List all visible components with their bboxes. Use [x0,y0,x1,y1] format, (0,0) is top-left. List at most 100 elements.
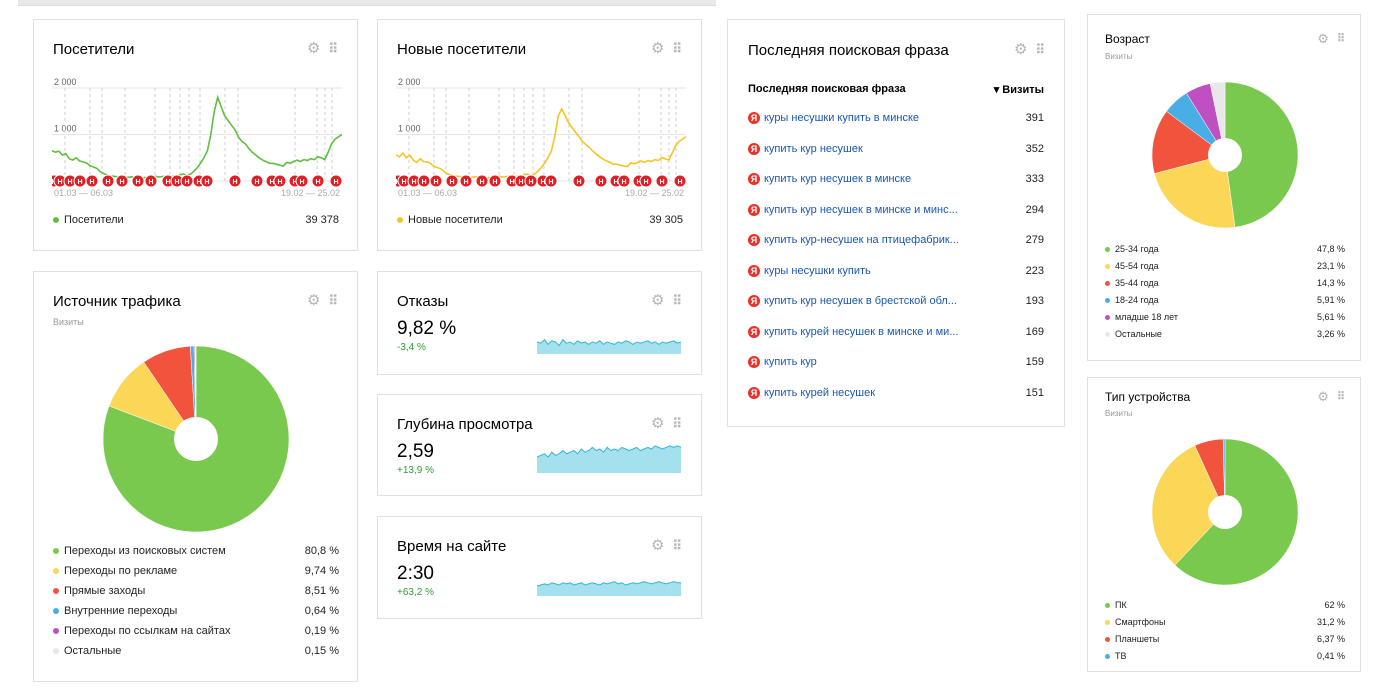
search-phrase-link[interactable]: купить кур [764,356,817,368]
metric-delta: +13,9 % [397,465,434,476]
event-marker: Н [655,174,669,188]
legend-item[interactable]: Планшеты 6,37 % [1105,632,1345,649]
legend-dot [53,608,59,614]
drag-handle-icon[interactable]: ⠿ [672,538,681,553]
sparkline-area [537,339,681,354]
settings-gear-icon[interactable]: ⚙ [1014,41,1028,58]
widget-subtitle: Визиты [1105,52,1133,61]
metric-delta: +63,2 % [397,587,434,598]
event-marker-label: Н [613,179,618,186]
legend-item[interactable]: Прямые заходы 8,51 % [53,582,339,602]
x-tick-label: 19.02 — 25.02 [625,188,684,198]
widget-title: Тип устройства [1105,390,1191,404]
search-phrase-link[interactable]: купить кур-несушек на птицефабрик... [764,234,959,246]
event-marker: Н [228,174,242,188]
legend-value: 39 378 [305,214,339,226]
legend-item[interactable]: Переходы по ссылкам на сайтах 0,19 % [53,622,339,642]
legend-label: 18-24 года [1115,295,1159,305]
legend-item[interactable]: 45-54 года 23,1 % [1105,259,1345,276]
drag-handle-icon[interactable]: ⠿ [1035,42,1044,57]
legend-dot [1105,264,1110,269]
legend-dot [53,648,59,654]
event-marker-label: Н [333,179,338,186]
search-phrase-link[interactable]: купить кур несушек в минске [764,173,912,185]
legend-item[interactable]: ПК 62 % [1105,598,1345,615]
drag-handle-icon[interactable]: ⠿ [328,293,337,308]
legend-value: 9,74 % [304,565,339,577]
widget-title: Последняя поисковая фраза [748,42,949,59]
search-phrase-link[interactable]: куры несушки купить [764,264,871,277]
drag-handle-icon[interactable]: ⠿ [1336,391,1345,403]
legend-value: 14,3 % [1316,278,1345,288]
search-phrase-link[interactable]: куры несушки купить в минске [764,112,920,124]
legend-dot [53,217,59,223]
drag-handle-icon[interactable]: ⠿ [672,41,681,56]
widget-title: Возраст [1105,32,1150,46]
event-marker: Н [445,174,459,188]
legend-value: 47,8 % [1316,244,1345,254]
legend-item[interactable]: 25-34 года 47,8 % [1105,242,1345,259]
settings-gear-icon[interactable]: ⚙ [307,292,321,309]
legend-label: ПК [1115,600,1127,610]
event-marker: Н [639,174,653,188]
legend-dot [1105,247,1110,252]
legend-dot [1105,654,1110,659]
search-phrase-link[interactable]: купить кур несушек [764,142,863,155]
event-marker-label: Н [277,179,282,186]
depth-widget: Глубина просмотра ⚙ ⠿ 2,59 +13,9 % [377,394,702,496]
legend-item[interactable]: Остальные 3,26 % [1105,327,1345,344]
settings-gear-icon[interactable]: ⚙ [1317,31,1329,46]
legend-value: 0,41 % [1316,651,1345,661]
event-marker-label: Н [57,179,62,186]
settings-gear-icon[interactable]: ⚙ [651,40,665,57]
settings-gear-icon[interactable]: ⚙ [307,40,321,57]
legend-item[interactable]: Остальные 0,15 % [53,642,339,662]
legend-item[interactable]: 35-44 года 14,3 % [1105,276,1345,293]
event-marker-label: Н [292,179,297,186]
drag-handle-icon[interactable]: ⠿ [672,293,681,308]
search-phrase-widget: Последняя поисковая фраза ⚙ ⠿ Последняя … [727,19,1065,427]
search-phrase-link[interactable]: купить курей несушек [764,386,876,399]
settings-gear-icon[interactable]: ⚙ [1317,389,1329,404]
legend-item[interactable]: 18-24 года 5,91 % [1105,293,1345,310]
search-phrase-link[interactable]: купить кур несушек в минске и минс... [764,203,958,216]
legend-item[interactable]: Смартфоны 31,2 % [1105,615,1345,632]
yandex-icon: Я [748,203,760,216]
event-marker-label: Н [174,179,179,186]
event-marker-label: Н [401,179,406,186]
y-tick-label: 1 000 [54,124,77,134]
drag-handle-icon[interactable]: ⠿ [672,416,681,431]
x-tick-label: 01.03 — 06.03 [398,188,457,198]
visits-count: 151 [1025,386,1044,399]
search-phrase-link[interactable]: купить курей несушек в минске и ми... [764,325,959,338]
legend-label: Посетители [64,214,124,226]
column-header-visits[interactable]: ▾ Визиты [993,84,1044,96]
event-marker-label: Н [148,179,153,186]
legend-value: 0,19 % [304,625,339,637]
event-marker-label: Н [232,179,237,186]
settings-gear-icon[interactable]: ⚙ [651,292,665,309]
x-tick-label: 01.03 — 06.03 [54,188,113,198]
search-phrase-link[interactable]: купить кур несушек в брестской обл... [764,295,957,307]
legend-dot [1105,603,1110,608]
settings-gear-icon[interactable]: ⚙ [651,415,665,432]
legend-value: 80,8 % [304,545,339,557]
settings-gear-icon[interactable]: ⚙ [651,537,665,554]
event-marker: Н [329,174,342,188]
legend-item[interactable]: Переходы из поисковых систем 80,8 % [53,542,339,562]
pie-slice [1154,154,1236,229]
legend-value: 5,61 % [1316,312,1345,322]
metric-delta: -3,4 % [397,342,426,353]
event-marker: Н [429,174,443,188]
drag-handle-icon[interactable]: ⠿ [328,41,337,56]
pie-slice [1209,81,1226,156]
drag-handle-icon[interactable]: ⠿ [1336,33,1345,45]
legend-item[interactable]: ТВ 0,41 % [1105,649,1345,666]
widget-title: Глубина просмотра [397,416,533,433]
legend-item[interactable]: младше 18 лет 5,61 % [1105,310,1345,327]
legend-item[interactable]: Внутренние переходы 0,64 % [53,602,339,622]
event-marker: Н [250,174,264,188]
legend-item[interactable]: Переходы по рекламе 9,74 % [53,562,339,582]
event-marker: Н [459,174,473,188]
